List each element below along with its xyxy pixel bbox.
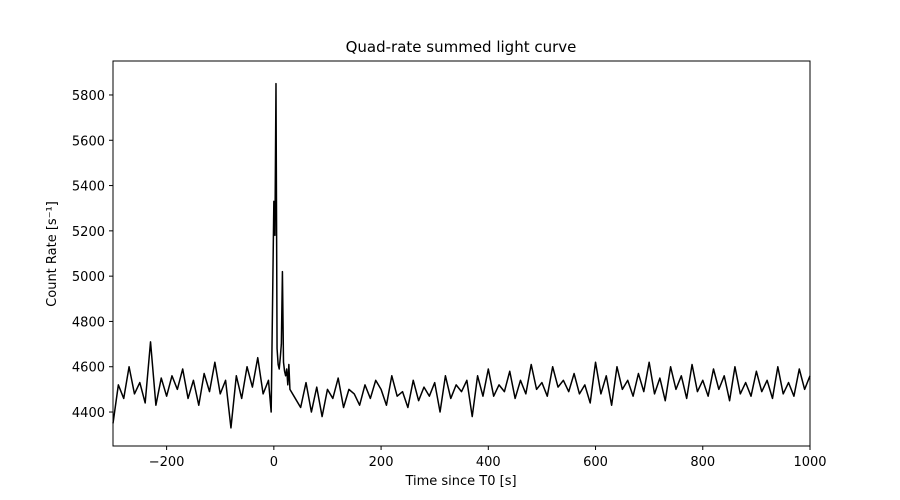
- y-axis-label: Count Rate [s⁻¹]: [45, 201, 60, 307]
- plot-area: [112, 82, 811, 429]
- y-tick-label: 4600: [72, 361, 105, 376]
- y-tick-label: 4800: [72, 315, 105, 330]
- y-tick-label: 5800: [72, 89, 105, 104]
- x-tick-label: −200: [149, 455, 185, 470]
- x-tick-label: 0: [270, 455, 278, 470]
- light-curve-line: [112, 82, 811, 429]
- x-tick-label: 600: [583, 455, 608, 470]
- y-tick-label: 5600: [72, 134, 105, 149]
- chart-title: Quad-rate summed light curve: [346, 38, 577, 56]
- x-axis-label: Time since T0 [s]: [404, 474, 516, 489]
- y-tick-label: 4400: [72, 406, 105, 421]
- x-tick-label: 800: [690, 455, 715, 470]
- y-tick-label: 5400: [72, 180, 105, 195]
- y-tick-label: 5200: [72, 225, 105, 240]
- x-tick-label: 200: [369, 455, 394, 470]
- x-tick-label: 1000: [793, 455, 826, 470]
- plot-frame: [112, 60, 811, 447]
- x-tick-label: 400: [476, 455, 501, 470]
- y-tick-label: 5000: [72, 270, 105, 285]
